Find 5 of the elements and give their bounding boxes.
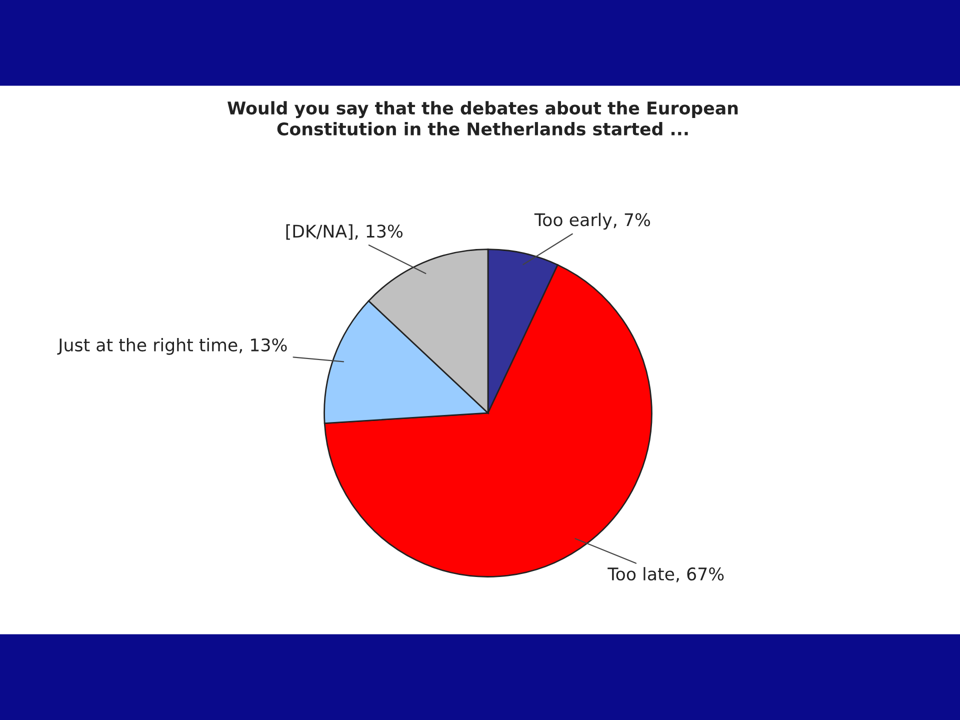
slice-label: Too late, 67% — [608, 567, 724, 582]
slice-label: Too early, 7% — [534, 212, 650, 230]
slice-label: Just at the right time, 13% — [57, 338, 287, 355]
slice-label: [DK/NA], 13% — [286, 224, 403, 240]
chart-title: Would you say that the debates about the European Constitution in the Netherlands started ... — [228, 101, 738, 136]
